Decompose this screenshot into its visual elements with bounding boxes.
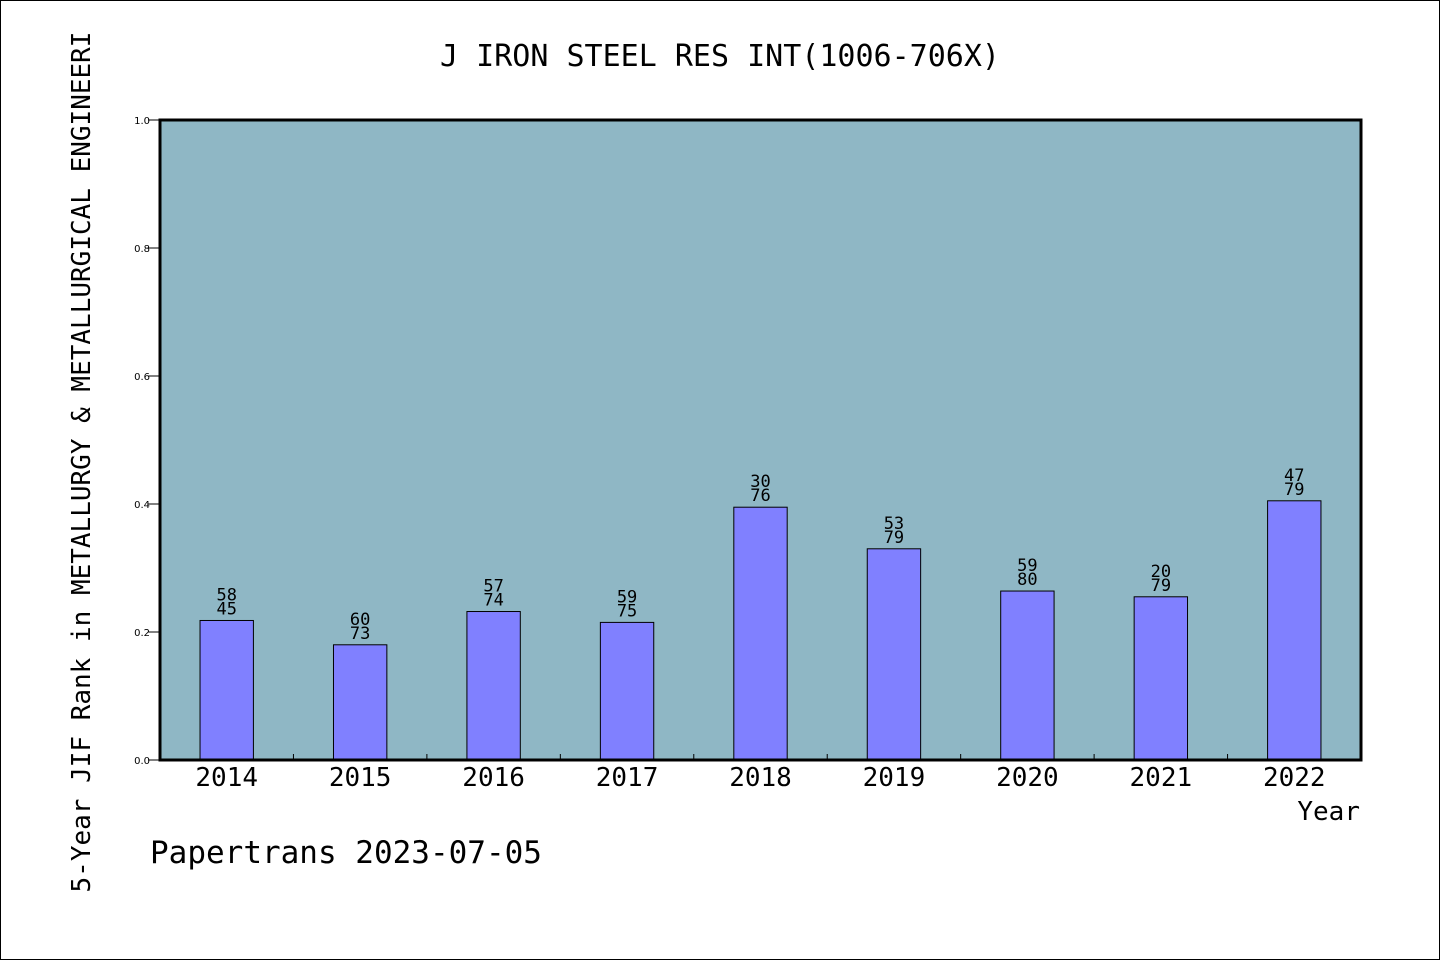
x-tick-label: 2019	[863, 763, 926, 793]
x-tick-label: 2021	[1130, 763, 1193, 793]
bar-total-label: 79	[1151, 576, 1171, 596]
x-axis-label: Year	[1297, 797, 1360, 827]
bar-rank-label: 53	[884, 514, 904, 534]
bar-total-label: 74	[483, 591, 503, 611]
y-tick-label: 0.2	[134, 628, 150, 639]
x-tick-label: 2022	[1263, 763, 1326, 793]
bar-total-label: 73	[350, 624, 370, 644]
bar-2015	[332, 644, 388, 761]
y-tick-label: 0.6	[134, 372, 150, 383]
bar-2019	[866, 548, 922, 761]
bar-2016	[466, 611, 521, 761]
bar-total-label: 76	[750, 486, 770, 506]
footer-credit: Papertrans 2023-07-05	[150, 835, 542, 871]
chart-title: J IRON STEEL RES INT(1006-706X)	[440, 39, 1000, 74]
bar-rank-label: 47	[1284, 466, 1304, 486]
x-tick-label: 2017	[596, 763, 659, 793]
bar-rank-label: 57	[483, 577, 503, 597]
x-tick-label: 2015	[329, 763, 392, 793]
bars-layer	[199, 500, 1322, 761]
bar-2018	[733, 506, 788, 761]
bar-total-label: 80	[1017, 570, 1037, 590]
y-tick-label: 0.4	[134, 500, 150, 511]
bar-2022	[1267, 500, 1322, 761]
bar-2020	[1000, 590, 1055, 761]
bar-2017	[599, 621, 655, 761]
bar-rank-label: 20	[1151, 562, 1171, 582]
bar-total-label: 45	[216, 599, 236, 619]
bar-total-label: 75	[617, 601, 637, 621]
x-tick-label: 2014	[195, 763, 258, 793]
bar-total-label: 79	[884, 528, 904, 548]
plot-border	[158, 118, 1363, 762]
y-tick-label: 0.8	[134, 244, 150, 255]
bar-rank-label: 58	[216, 585, 236, 605]
x-axis: 2014 2015 2016 2017 2018 2019 2020 2021 2022	[195, 754, 1326, 793]
y-axis-label: 5-Year JIF Rank in METALLURGY & METALLUR…	[67, 32, 97, 893]
y-tick-label: 1.0	[134, 116, 150, 127]
bar-2021	[1133, 596, 1189, 761]
bar-rank-label: 30	[750, 472, 770, 492]
x-tick-label: 2020	[996, 763, 1059, 793]
x-tick-label: 2016	[462, 763, 525, 793]
y-tick-label: 0.0	[134, 756, 150, 767]
bar-rank-label: 59	[1017, 556, 1037, 576]
bar-rank-label: 60	[350, 610, 370, 630]
bar-2014	[199, 619, 254, 761]
bar-total-label: 79	[1284, 480, 1304, 500]
bar-rank-label: 59	[617, 587, 637, 607]
x-tick-label: 2018	[729, 763, 792, 793]
y-axis: 0.0 0.2 0.4 0.6 0.8 1.0	[134, 116, 160, 767]
